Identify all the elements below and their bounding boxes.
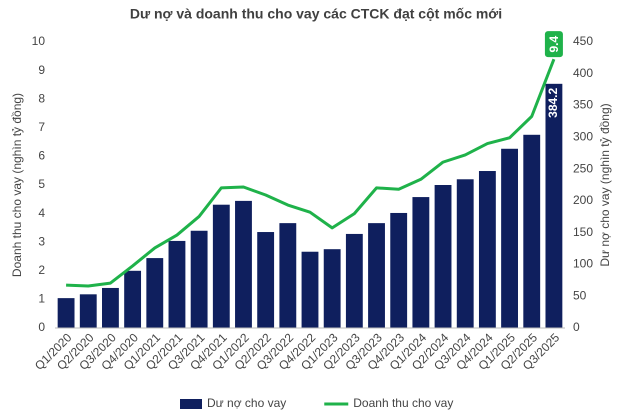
y-axis-label: Doanh thu cho vay (nghìn tỷ đồng) — [10, 93, 24, 277]
y2-tick-label: 250 — [573, 161, 593, 175]
line-value-label-text: 9.4 — [547, 35, 561, 52]
y-tick-label: 0 — [38, 320, 45, 334]
bar — [456, 179, 474, 328]
y-tick-label: 4 — [38, 206, 45, 220]
bar — [345, 233, 363, 328]
bar — [501, 148, 518, 328]
y-tick-label: 9 — [38, 63, 45, 77]
line — [66, 58, 556, 288]
y-tick-label: 7 — [38, 120, 45, 134]
legend-swatch — [180, 399, 202, 409]
y-tick-label: 1 — [38, 292, 45, 306]
y2-tick-label: 400 — [573, 66, 593, 80]
bar — [146, 258, 164, 328]
legend-label: Dư nợ cho vay — [207, 396, 286, 410]
bar — [478, 171, 496, 328]
bar — [323, 249, 341, 328]
line-value-label: 9.4 — [544, 31, 563, 58]
bar — [168, 240, 186, 328]
chart-title: Dư nợ và doanh thu cho vay các CTCK đạt … — [130, 6, 502, 22]
label-box — [544, 31, 563, 58]
y2-tick-label: 300 — [573, 130, 593, 144]
bar — [545, 83, 563, 329]
y2-axis-label: Dư nợ cho vay (nghìn tỷ đồng) — [598, 103, 612, 266]
y2-tick-label: 200 — [573, 193, 593, 207]
bar — [190, 230, 208, 328]
y2-tick-label: 450 — [573, 34, 593, 48]
y2-tick-label: 350 — [573, 98, 593, 112]
bar — [434, 185, 452, 328]
y-tick-label: 10 — [32, 34, 46, 48]
bar — [279, 223, 297, 328]
y2-tick-label: 50 — [573, 288, 587, 302]
y-tick-label: 6 — [38, 149, 45, 163]
legend-label: Doanh thu cho vay — [353, 396, 453, 410]
y-tick-label: 8 — [38, 91, 45, 105]
bar — [301, 251, 319, 328]
bar — [368, 223, 385, 328]
bar — [412, 197, 430, 328]
bar — [390, 212, 408, 328]
bar — [235, 200, 252, 328]
bar — [79, 294, 97, 328]
y2-tick-label: 150 — [573, 225, 593, 239]
bar-value-label: 384.2 — [546, 87, 560, 117]
bar — [257, 232, 275, 328]
y2-tick-label: 0 — [573, 320, 580, 334]
y-tick-label: 5 — [38, 177, 45, 191]
y-tick-label: 3 — [38, 234, 45, 248]
bar — [57, 298, 75, 328]
y2-tick-label: 100 — [573, 257, 593, 271]
bar — [124, 270, 142, 328]
y-tick-label: 2 — [38, 263, 45, 277]
bar — [102, 287, 119, 328]
bar — [523, 134, 541, 328]
bar — [212, 204, 230, 328]
